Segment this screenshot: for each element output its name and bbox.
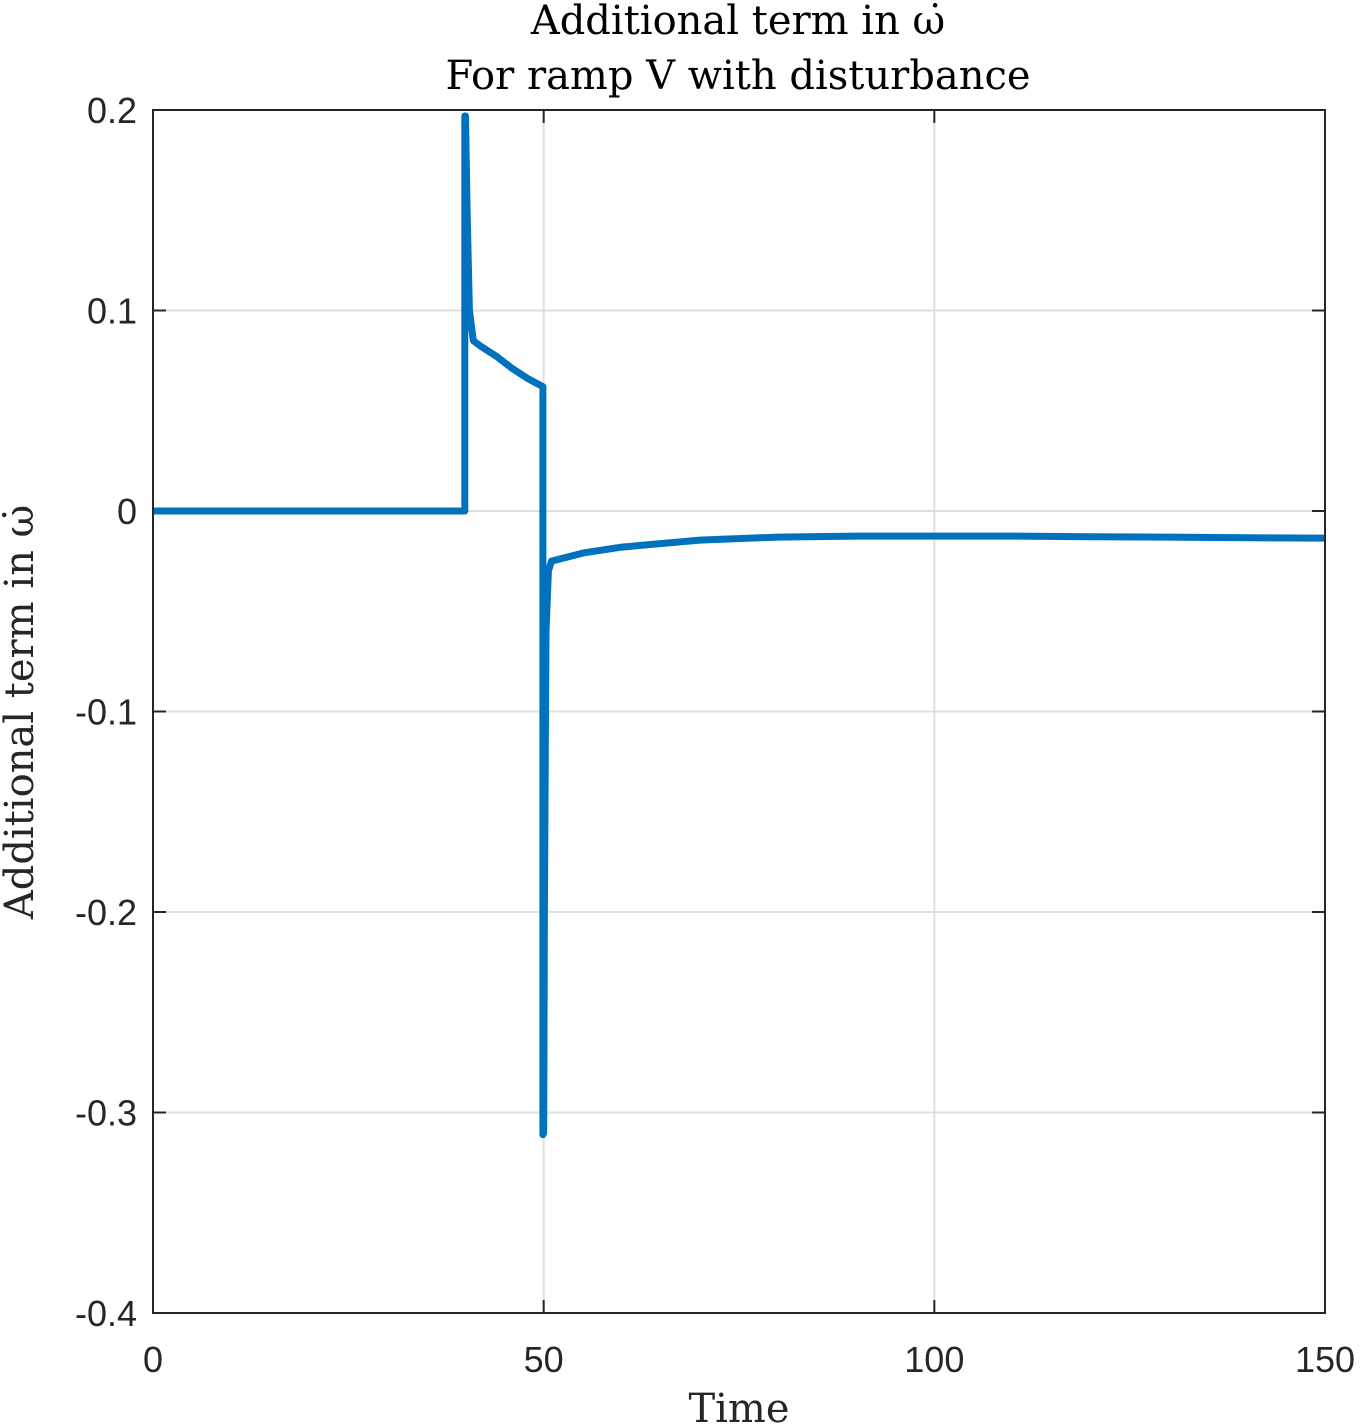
y-tick-labels: 0.2 0.1 0 -0.1 -0.2 -0.3 -0.4 (75, 90, 137, 1334)
y-tick-label: 0.2 (87, 90, 137, 131)
y-tick-label: -0.4 (75, 1293, 137, 1334)
chart-title-line1: Additional term in ω̇ (530, 0, 945, 44)
x-tick-labels: 0 50 100 150 (143, 1339, 1355, 1380)
y-tick-label: 0.1 (87, 291, 137, 332)
x-tick-label: 100 (904, 1339, 964, 1380)
series-line (153, 112, 1326, 1139)
y-tick-label: -0.3 (75, 1093, 137, 1134)
y-tick-label: -0.2 (75, 892, 137, 933)
x-tick-label: 150 (1295, 1339, 1355, 1380)
x-axis-label: Time (688, 1386, 789, 1427)
chart-title-line2: For ramp V with disturbance (445, 53, 1030, 99)
plot-area-frame (152, 109, 1326, 1314)
x-tick-label: 0 (143, 1339, 163, 1380)
y-tick-label: -0.1 (75, 692, 137, 733)
y-tick-label: 0 (117, 491, 137, 532)
y-axis-label: Additional term in ω̇ (0, 505, 43, 920)
x-tick-label: 50 (524, 1339, 564, 1380)
grid-lines (152, 109, 1326, 1314)
